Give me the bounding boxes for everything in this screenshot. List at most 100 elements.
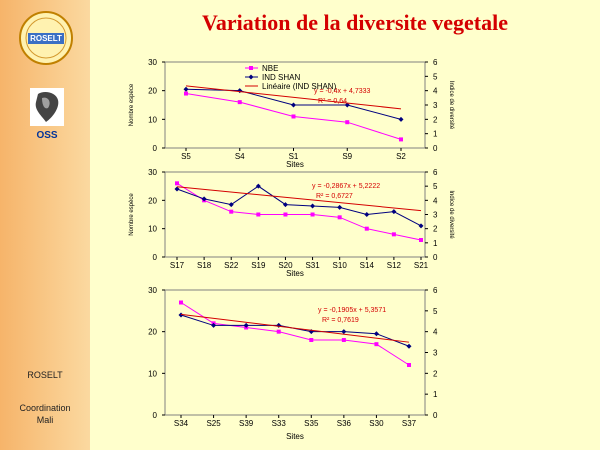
y-right-tick-label: 0	[433, 144, 438, 153]
nbe-point	[310, 212, 315, 217]
trend-r2: R² = 0,7619	[322, 317, 359, 324]
y-right-tick-label: 5	[433, 72, 438, 81]
y-axis-label: Nombre espèce	[129, 83, 135, 126]
nbe-point	[283, 212, 288, 217]
x-tick-label: S37	[402, 419, 417, 428]
shan-point	[282, 202, 288, 208]
shan-point	[310, 203, 316, 209]
x-axis-label: Sites	[286, 269, 304, 278]
shan-point	[243, 322, 249, 328]
trend-equation: y = -0,1905x + 5,3571	[318, 307, 386, 314]
y-right-tick-label: 6	[433, 286, 438, 295]
nbe-point	[179, 300, 183, 305]
nbe-point	[407, 363, 411, 367]
series-line-nbe	[180, 302, 410, 366]
x-tick-label: S5	[181, 152, 191, 161]
y-tick-label: 0	[153, 144, 158, 153]
y-right-tick-label: 0	[433, 253, 438, 262]
nbe-point	[374, 342, 379, 347]
x-tick-label: S20	[278, 261, 293, 270]
page-title: Variation de la diversite vegetale	[202, 10, 508, 35]
y-right-tick-label: 2	[433, 115, 438, 124]
x-tick-label: S34	[174, 419, 189, 428]
x-tick-label: S10	[333, 261, 348, 270]
x-tick-label: S2	[396, 152, 406, 161]
y-right-tick-label: 4	[433, 196, 438, 205]
y-tick-label: 10	[148, 115, 157, 124]
shan-point	[183, 86, 189, 92]
nbe-point	[341, 338, 346, 342]
x-tick-label: S14	[360, 261, 375, 270]
roselt-logo-text: ROSELT	[30, 34, 62, 43]
trend-equation: y = -0,2867x + 5,2222	[312, 183, 380, 190]
series-line-lin-aire-ind-shan-	[180, 313, 410, 343]
x-tick-label: S22	[224, 261, 239, 270]
series-line-ind-shan	[180, 314, 410, 347]
nbe-point	[309, 338, 314, 342]
nbe-point	[391, 232, 396, 237]
y-right-tick-label: 4	[433, 87, 438, 96]
nbe-point	[337, 215, 342, 220]
x-tick-label: S4	[235, 152, 245, 161]
x-tick-label: S25	[206, 419, 221, 428]
trend-r2: R² = 0,6727	[316, 193, 353, 200]
sidebar-coordination: Coordination	[19, 403, 71, 413]
legend-label: IND SHAN	[262, 73, 300, 82]
nbe-point	[229, 209, 234, 214]
shan-point	[364, 212, 370, 217]
y-right-tick-label: 3	[433, 101, 438, 110]
sidebar-roselt-label: ROSELT	[27, 370, 63, 380]
shan-point	[406, 343, 412, 349]
y-axis-label: Nombre espèce	[129, 193, 135, 236]
y-right-tick-label: 2	[433, 225, 438, 234]
roselt-logo: ROSELT	[19, 11, 73, 65]
x-tick-label: S35	[304, 419, 319, 428]
x-tick-label: S19	[251, 261, 266, 270]
x-axis-label: Sites	[286, 160, 304, 169]
x-tick-label: S30	[369, 419, 384, 428]
y-right-tick-label: 4	[433, 328, 438, 337]
shan-point	[291, 102, 296, 108]
shan-point	[276, 322, 282, 328]
y-tick-label: 20	[148, 328, 157, 337]
y-tick-label: 30	[148, 286, 157, 295]
shan-point	[373, 331, 379, 337]
nbe-point	[364, 226, 369, 231]
y-right-tick-label: 1	[433, 130, 438, 139]
x-tick-label: S1	[289, 152, 299, 161]
legend-label: Linéaire (IND SHAN)	[262, 82, 337, 91]
nbe-point	[399, 137, 403, 142]
legend-label: NBE	[262, 64, 278, 73]
shan-point	[337, 204, 343, 210]
nbe-point	[345, 120, 350, 125]
trend-equation: y = -0,4x + 4,7333	[314, 88, 371, 95]
y-tick-label: 10	[148, 225, 157, 234]
shan-point	[228, 202, 234, 208]
nbe-point	[419, 238, 423, 242]
y-tick-label: 20	[148, 87, 157, 96]
x-tick-label: S31	[305, 261, 320, 270]
y-right-tick-label: 2	[433, 369, 438, 378]
y-right-tick-label: 1	[433, 239, 438, 248]
y-right-axis-label: Indice de diversité	[448, 190, 454, 239]
shan-point	[418, 223, 424, 229]
y-tick-label: 10	[148, 369, 157, 378]
x-tick-label: S12	[387, 261, 402, 270]
x-tick-label: S18	[197, 261, 212, 270]
shan-point	[178, 312, 184, 318]
x-axis-label: Sites	[286, 432, 304, 441]
shan-point	[174, 186, 180, 192]
series-line-lin-aire-ind-shan-	[185, 85, 402, 110]
nbe-point	[175, 181, 179, 186]
y-right-tick-label: 1	[433, 390, 438, 399]
x-tick-label: S9	[342, 152, 352, 161]
shan-point	[237, 88, 243, 94]
x-tick-label: S36	[337, 419, 352, 428]
shan-point	[201, 196, 207, 202]
nbe-point	[184, 91, 188, 96]
oss-logo-text: OSS	[36, 130, 57, 141]
nbe-point	[291, 114, 296, 119]
x-tick-label: S17	[170, 261, 185, 270]
y-tick-label: 0	[153, 253, 158, 262]
sidebar: ROSELT OSS ROSELT Coordination Mali	[0, 0, 90, 450]
